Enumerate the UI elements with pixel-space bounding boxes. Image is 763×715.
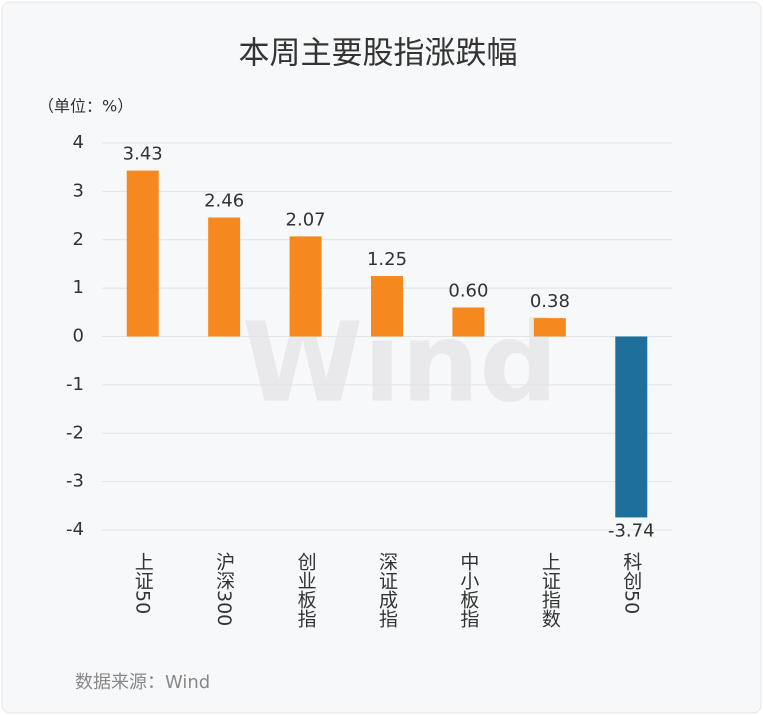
- value-label: 2.46: [204, 190, 244, 211]
- value-label: -3.74: [608, 520, 655, 541]
- y-tick-label: -4: [66, 519, 84, 540]
- bar: [533, 318, 566, 337]
- value-label: 1.25: [367, 249, 407, 270]
- bar: [615, 336, 648, 518]
- unit-label: （单位：%）: [38, 97, 133, 116]
- source: 数据来源：Wind: [75, 672, 210, 693]
- x-tick-label: 上证指数: [539, 552, 561, 628]
- y-tick-label: -1: [66, 374, 84, 395]
- bar: [452, 307, 485, 337]
- y-tick-label: -3: [66, 471, 84, 492]
- x-tick-label: 沪深300: [213, 552, 235, 627]
- y-tick-label: 4: [73, 132, 84, 153]
- value-label: 0.38: [530, 291, 570, 312]
- value-label: 3.43: [123, 144, 163, 165]
- x-tick-label: 科创50: [620, 552, 642, 614]
- y-tick-label: 1: [73, 277, 84, 298]
- bar: [289, 236, 322, 337]
- value-label: 2.07: [286, 209, 326, 230]
- x-tick-label: 深证成指: [376, 552, 398, 628]
- y-tick-label: 2: [73, 229, 84, 250]
- y-tick-label: -2: [66, 422, 84, 443]
- value-label: 0.60: [448, 280, 488, 301]
- x-tick-label: 上证50: [132, 552, 154, 614]
- x-tick-label: 创业板指: [295, 552, 317, 628]
- y-tick-label: 3: [73, 180, 84, 201]
- bar: [371, 276, 403, 337]
- chart-title: 本周主要股指涨跌幅: [239, 36, 518, 72]
- y-tick-label: 0: [73, 326, 84, 347]
- bar: [126, 170, 159, 337]
- x-tick-label: 中小板指: [457, 552, 479, 628]
- bar: [208, 217, 241, 337]
